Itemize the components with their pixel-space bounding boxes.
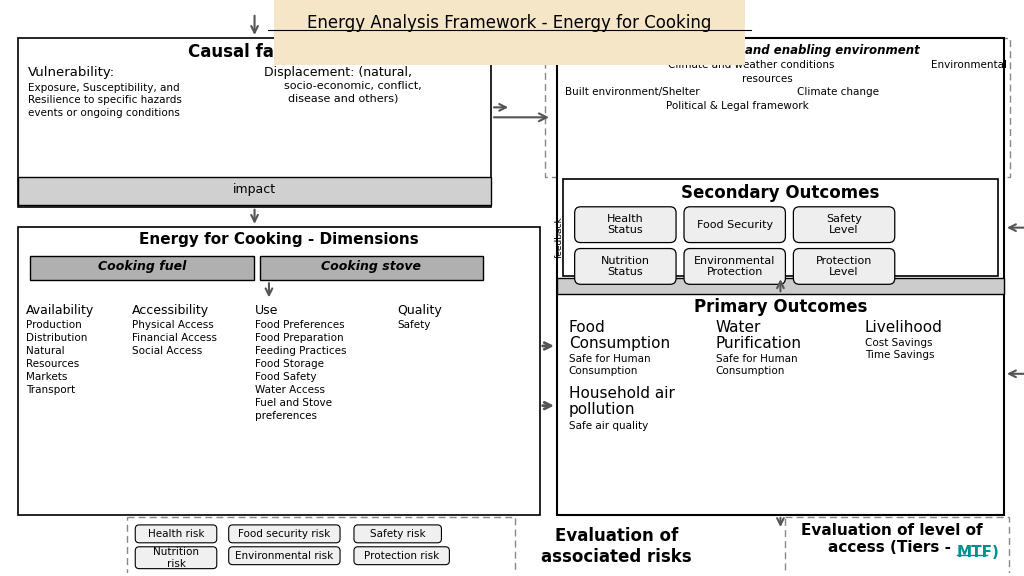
Text: Food Security: Food Security	[696, 219, 773, 230]
Text: feedback: feedback	[555, 217, 564, 259]
Text: Environmental: Environmental	[931, 60, 1007, 70]
Text: Consumption: Consumption	[568, 336, 670, 351]
Bar	[545, 38, 1010, 177]
Text: Safety: Safety	[397, 320, 431, 330]
Text: Accessibility: Accessibility	[132, 304, 209, 317]
Text: Time Savings: Time Savings	[865, 350, 935, 360]
Text: Use: Use	[255, 304, 278, 317]
Text: MTF): MTF)	[956, 545, 999, 560]
Text: Causal factors: Causal factors	[187, 43, 322, 60]
Text: External factors and enabling environment: External factors and enabling environmen…	[635, 44, 920, 57]
Text: preferences: preferences	[255, 411, 316, 420]
Text: Evaluation of level of
access (Tiers -: Evaluation of level of access (Tiers -	[802, 523, 983, 555]
Text: Nutrition
risk: Nutrition risk	[153, 547, 199, 569]
Text: Cooking stove: Cooking stove	[322, 260, 421, 274]
Text: Displacement: (natural,: Displacement: (natural,	[264, 66, 413, 78]
FancyBboxPatch shape	[135, 547, 217, 569]
Text: Environmental
Protection: Environmental Protection	[694, 256, 775, 277]
Bar	[30, 256, 254, 281]
Text: Climate and weather conditions: Climate and weather conditions	[668, 60, 835, 70]
Text: Social Access: Social Access	[132, 346, 203, 356]
Text: Quality: Quality	[397, 304, 442, 317]
Text: Consumption: Consumption	[568, 366, 638, 376]
Text: Food Safety: Food Safety	[255, 372, 316, 382]
Text: Distribution: Distribution	[26, 333, 87, 343]
Text: Physical Access: Physical Access	[132, 320, 214, 330]
Text: impact: impact	[233, 183, 276, 196]
FancyBboxPatch shape	[354, 525, 441, 543]
Text: Livelihood: Livelihood	[865, 320, 943, 335]
FancyBboxPatch shape	[354, 547, 450, 564]
Text: Secondary Outcomes: Secondary Outcomes	[681, 184, 880, 202]
Bar	[18, 177, 492, 205]
Text: Food: Food	[568, 320, 605, 335]
Text: Evaluation of
associated risks: Evaluation of associated risks	[541, 527, 692, 566]
Bar	[127, 517, 515, 575]
Text: Built environment/Shelter: Built environment/Shelter	[564, 88, 699, 97]
Text: Exposure, Susceptibility, and: Exposure, Susceptibility, and	[28, 82, 179, 93]
Text: Safe for Human: Safe for Human	[716, 354, 798, 364]
Text: Food Preparation: Food Preparation	[255, 333, 343, 343]
Text: resources: resources	[742, 74, 793, 84]
Text: Water Access: Water Access	[255, 385, 325, 395]
Text: Safety risk: Safety risk	[370, 529, 426, 539]
Text: Vulnerability:: Vulnerability:	[28, 66, 115, 78]
FancyBboxPatch shape	[684, 248, 785, 285]
Text: Fuel and Stove: Fuel and Stove	[255, 397, 332, 408]
Text: Financial Access: Financial Access	[132, 333, 217, 343]
FancyBboxPatch shape	[574, 248, 676, 285]
Text: Food Preferences: Food Preferences	[255, 320, 344, 330]
Bar	[785, 517, 1009, 575]
Bar	[259, 256, 483, 281]
Text: Resilience to specific hazards: Resilience to specific hazards	[28, 96, 182, 105]
Bar	[18, 227, 540, 515]
Text: Feeding Practices: Feeding Practices	[255, 346, 346, 356]
FancyBboxPatch shape	[228, 547, 340, 564]
Text: Food Storage: Food Storage	[255, 359, 324, 369]
Text: Safe for Human: Safe for Human	[568, 354, 650, 364]
Text: Resources: Resources	[26, 359, 79, 369]
Text: Availability: Availability	[26, 304, 94, 317]
Text: Safe air quality: Safe air quality	[568, 420, 648, 430]
FancyBboxPatch shape	[794, 207, 895, 242]
Text: Markets: Markets	[26, 372, 68, 382]
Bar	[557, 38, 1005, 515]
Text: Protection risk: Protection risk	[365, 551, 439, 560]
Text: Environmental risk: Environmental risk	[236, 551, 334, 560]
Text: Cost Savings: Cost Savings	[865, 338, 933, 348]
Text: Health
Status: Health Status	[607, 214, 644, 236]
Text: Transport: Transport	[26, 385, 75, 395]
Text: Climate change: Climate change	[798, 88, 880, 97]
Bar	[557, 278, 1005, 294]
Text: pollution: pollution	[568, 401, 635, 416]
Text: events or ongoing conditions: events or ongoing conditions	[28, 108, 180, 118]
Text: Cooking fuel: Cooking fuel	[97, 260, 186, 274]
Bar	[563, 179, 998, 276]
Text: socio-economic, conflict,: socio-economic, conflict,	[285, 81, 422, 90]
Text: Energy Analysis Framework - Energy for Cooking: Energy Analysis Framework - Energy for C…	[307, 14, 712, 32]
Text: Safety
Level: Safety Level	[826, 214, 862, 236]
FancyBboxPatch shape	[228, 525, 340, 543]
FancyBboxPatch shape	[135, 525, 217, 543]
Text: Water: Water	[716, 320, 761, 335]
FancyBboxPatch shape	[574, 207, 676, 242]
Text: Political & Legal framework: Political & Legal framework	[667, 101, 809, 111]
Text: Nutrition
Status: Nutrition Status	[601, 256, 650, 277]
Text: Primary Outcomes: Primary Outcomes	[693, 298, 867, 316]
Text: Food security risk: Food security risk	[239, 529, 331, 539]
Text: Purification: Purification	[716, 336, 802, 351]
Text: Production: Production	[26, 320, 82, 330]
Text: Household air: Household air	[568, 386, 675, 401]
FancyBboxPatch shape	[684, 207, 785, 242]
Text: Protection
Level: Protection Level	[816, 256, 872, 277]
Text: Natural: Natural	[26, 346, 65, 356]
Bar	[18, 38, 492, 207]
Text: Health risk: Health risk	[147, 529, 204, 539]
Text: disease and others): disease and others)	[289, 93, 398, 104]
FancyBboxPatch shape	[794, 248, 895, 285]
Text: Consumption: Consumption	[716, 366, 785, 376]
Text: Energy for Cooking - Dimensions: Energy for Cooking - Dimensions	[139, 232, 419, 247]
